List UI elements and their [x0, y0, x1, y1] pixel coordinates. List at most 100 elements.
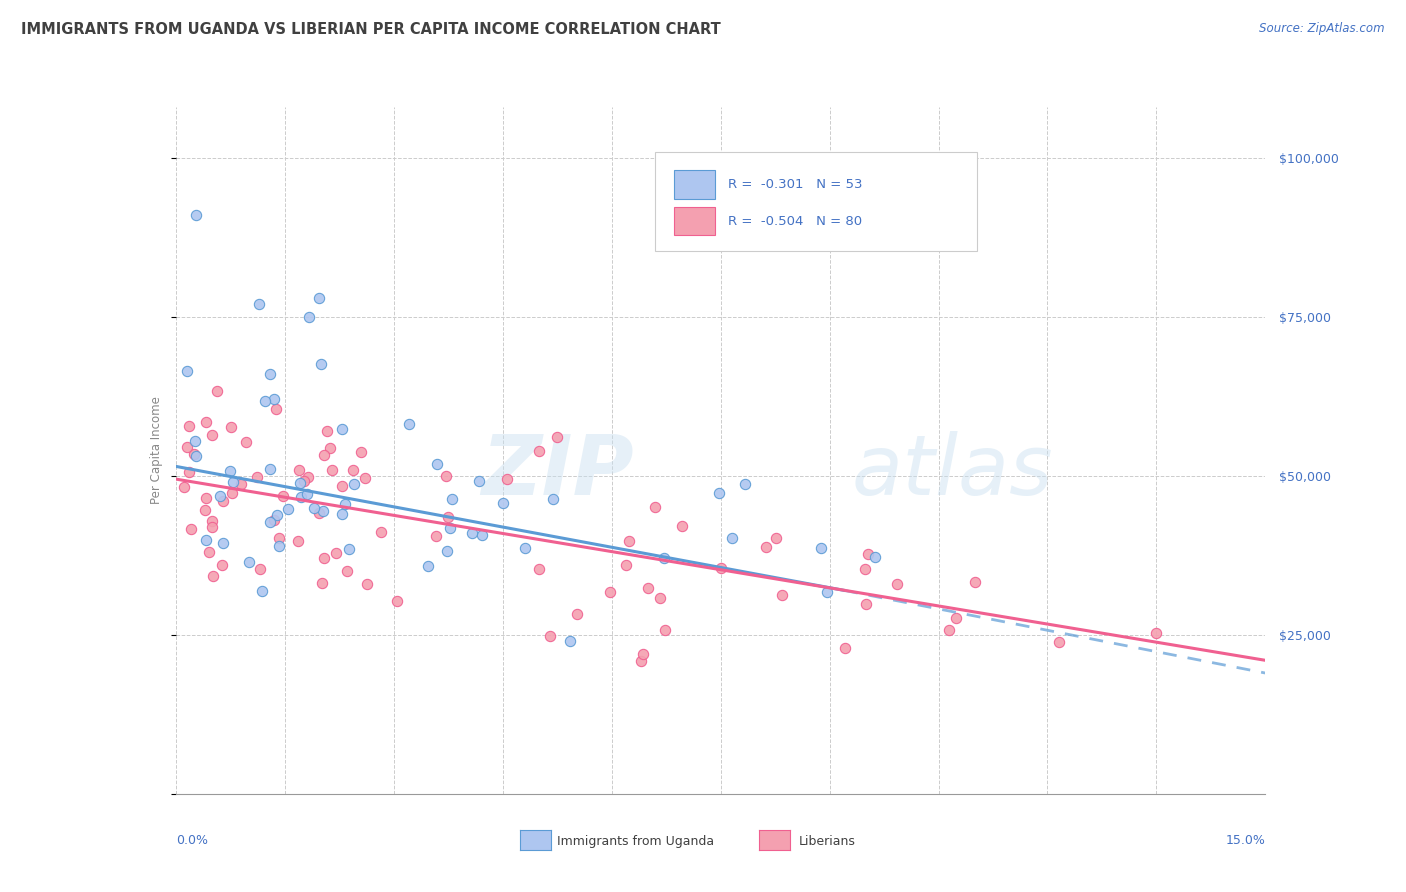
Point — [186, 208, 208, 222]
Point — [654, 623, 676, 637]
FancyBboxPatch shape — [673, 207, 716, 235]
Point — [259, 368, 281, 382]
Text: R =  -0.504   N = 80: R = -0.504 N = 80 — [728, 215, 862, 227]
Point — [266, 508, 288, 523]
Point — [1047, 635, 1070, 649]
Point — [734, 477, 756, 491]
Point — [316, 425, 339, 439]
Point — [179, 465, 201, 479]
Point — [630, 654, 652, 668]
Point — [354, 471, 377, 485]
Point — [219, 420, 242, 434]
Point — [461, 525, 484, 540]
Point — [650, 591, 672, 605]
FancyBboxPatch shape — [655, 152, 977, 252]
Point — [471, 528, 494, 542]
Point — [513, 541, 536, 556]
Point — [253, 393, 276, 408]
Point — [246, 470, 269, 484]
Point — [308, 506, 330, 520]
Point — [312, 551, 335, 566]
Point — [617, 533, 640, 548]
Point — [177, 418, 200, 433]
Point — [436, 543, 458, 558]
Point — [218, 464, 240, 478]
Point — [309, 357, 332, 371]
Point — [370, 524, 392, 539]
Point — [710, 560, 733, 574]
Point — [312, 504, 335, 518]
Point — [183, 447, 205, 461]
Point — [671, 519, 693, 533]
FancyBboxPatch shape — [673, 170, 716, 199]
Point — [183, 434, 205, 449]
Point — [263, 513, 285, 527]
Point — [342, 477, 364, 491]
Point — [720, 531, 742, 545]
Point — [173, 480, 195, 494]
Point — [492, 496, 515, 510]
Point — [288, 463, 311, 477]
Point — [834, 641, 856, 656]
Point — [184, 450, 207, 464]
Point — [321, 463, 343, 477]
Point — [207, 384, 229, 399]
Point — [195, 533, 218, 547]
Point — [330, 479, 353, 493]
Point — [195, 491, 218, 506]
Point — [652, 550, 675, 565]
Point — [863, 550, 886, 565]
Point — [267, 539, 290, 553]
Point — [277, 502, 299, 516]
Point — [287, 534, 309, 549]
Point — [195, 415, 218, 429]
Point — [527, 562, 550, 576]
Point — [637, 581, 659, 595]
Point — [709, 486, 731, 500]
Point — [259, 462, 281, 476]
Point — [416, 558, 439, 573]
Point — [770, 588, 793, 602]
Text: IMMIGRANTS FROM UGANDA VS LIBERIAN PER CAPITA INCOME CORRELATION CHART: IMMIGRANTS FROM UGANDA VS LIBERIAN PER C… — [21, 22, 721, 37]
Point — [426, 457, 449, 471]
Point — [297, 470, 319, 484]
Point — [325, 546, 347, 560]
Point — [201, 569, 224, 583]
Point — [425, 528, 447, 542]
Point — [176, 440, 198, 454]
Text: 15.0%: 15.0% — [1226, 834, 1265, 847]
Point — [398, 417, 420, 431]
Point — [201, 519, 224, 533]
Point — [194, 503, 217, 517]
Point — [496, 472, 519, 486]
Point — [765, 531, 787, 545]
Point — [249, 297, 271, 311]
Point — [631, 647, 654, 661]
Point — [599, 585, 621, 599]
Point — [198, 545, 221, 559]
Point — [938, 624, 960, 638]
Point — [249, 562, 271, 576]
Point — [434, 469, 457, 483]
Point — [271, 489, 294, 503]
Point — [356, 577, 378, 591]
Point — [810, 541, 832, 555]
Point — [441, 491, 464, 506]
Point — [295, 487, 318, 501]
Point — [211, 558, 233, 572]
Point — [259, 516, 281, 530]
Y-axis label: Per Capita Income: Per Capita Income — [149, 397, 163, 504]
Point — [311, 575, 333, 590]
Text: Immigrants from Uganda: Immigrants from Uganda — [557, 835, 714, 847]
Point — [815, 584, 838, 599]
Point — [527, 444, 550, 458]
Point — [222, 475, 245, 490]
Point — [229, 477, 252, 491]
Point — [856, 547, 879, 561]
Text: Source: ZipAtlas.com: Source: ZipAtlas.com — [1260, 22, 1385, 36]
Point — [350, 445, 373, 459]
Point — [335, 497, 357, 511]
Point — [221, 486, 243, 500]
Point — [238, 555, 260, 569]
Point — [212, 536, 235, 550]
